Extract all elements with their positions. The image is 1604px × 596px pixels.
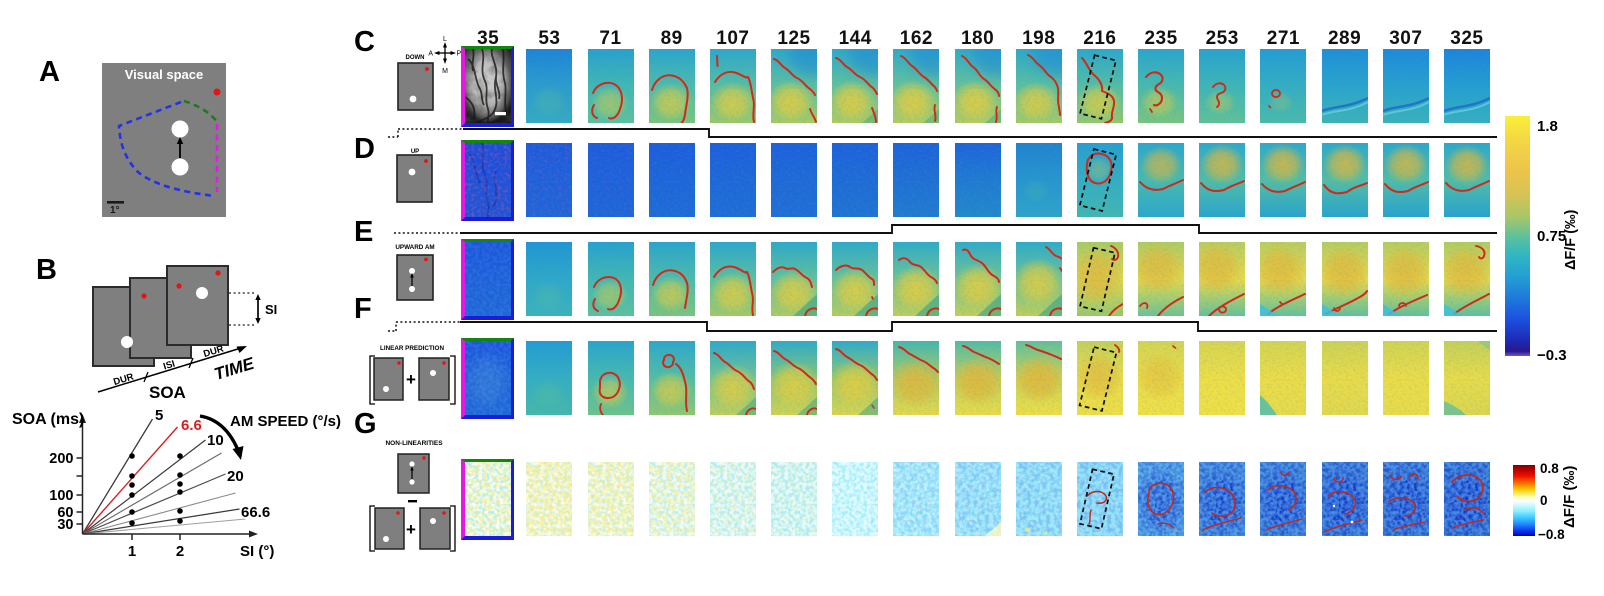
- svg-text:2: 2: [176, 543, 184, 560]
- svg-text:TIME: TIME: [212, 354, 257, 384]
- svg-text:10: 10: [207, 432, 224, 449]
- svg-text:UP: UP: [411, 149, 419, 155]
- svg-text:SI: SI: [265, 302, 277, 317]
- svg-text:LINEAR PREDICTION: LINEAR PREDICTION: [380, 345, 444, 352]
- svg-text:L: L: [443, 36, 447, 43]
- svg-text:ΔF/F (‰): ΔF/F (‰): [1563, 209, 1579, 270]
- svg-text:5: 5: [155, 407, 163, 424]
- svg-text:A: A: [428, 51, 433, 58]
- svg-text:+: +: [406, 520, 416, 539]
- svg-text:60: 60: [57, 505, 73, 521]
- svg-text:+: +: [406, 370, 416, 389]
- svg-text:NON-LINEARITIES: NON-LINEARITIES: [385, 440, 443, 447]
- svg-text:ΔF/F (‰): ΔF/F (‰): [1561, 466, 1578, 528]
- svg-text:DUR: DUR: [112, 371, 135, 388]
- svg-text:1: 1: [128, 543, 136, 560]
- svg-text:20: 20: [227, 468, 244, 485]
- svg-text:DOWN: DOWN: [406, 55, 425, 61]
- svg-text:SOA: SOA: [149, 383, 186, 402]
- svg-text:M: M: [442, 68, 448, 75]
- svg-text:100: 100: [49, 488, 73, 504]
- svg-text:AM SPEED (°/s): AM SPEED (°/s): [230, 413, 341, 430]
- svg-text:P: P: [457, 51, 462, 58]
- svg-text:ISI: ISI: [162, 359, 176, 373]
- svg-text:30: 30: [57, 517, 73, 533]
- svg-text:200: 200: [49, 451, 73, 467]
- svg-text:UPWARD AM: UPWARD AM: [395, 244, 434, 251]
- svg-text:1°: 1°: [110, 205, 120, 216]
- svg-text:SOA (ms): SOA (ms): [12, 411, 84, 428]
- svg-text:SI (°): SI (°): [240, 543, 274, 560]
- svg-text:66.6: 66.6: [241, 504, 270, 521]
- svg-text:6.6: 6.6: [181, 417, 202, 434]
